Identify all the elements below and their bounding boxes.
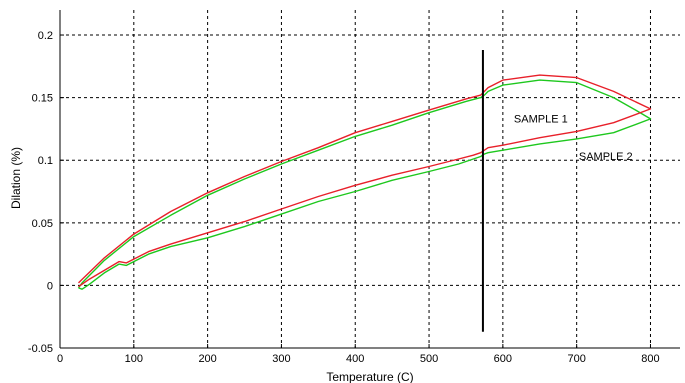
y-tick-label-1: 0: [47, 280, 53, 292]
axes-frame: [59, 10, 680, 349]
x-tick-label-5: 500: [420, 353, 438, 365]
y-tick-label-0: -0.05: [28, 343, 53, 355]
annotation-sample-1: SAMPLE 1: [514, 114, 568, 126]
x-tick-labels: 0 100 200 300 400 500 600 700 800: [57, 353, 660, 365]
series-lines: [77, 74, 652, 290]
x-tick-label-3: 300: [272, 353, 290, 365]
y-tick-label-2: 0.05: [32, 218, 53, 230]
x-tick-label-2: 200: [198, 353, 216, 365]
x-tick-label-1: 100: [125, 353, 143, 365]
x-axis-label: Temperature (C): [326, 370, 413, 383]
x-tick-label-4: 400: [346, 353, 364, 365]
y-tick-label-3: 0.1: [38, 155, 53, 167]
y-tick-label-4: 0.15: [32, 93, 53, 105]
annotation-sample-2: SAMPLE 2: [579, 151, 633, 163]
y-axis-label: Dilation (%): [9, 147, 23, 209]
y-tick-labels: -0.05 0 0.05 0.1 0.15 0.2: [28, 30, 53, 355]
series-line-sample-1: [78, 74, 652, 288]
series-line-sample-2: [77, 79, 652, 290]
plot-area: [60, 10, 680, 348]
x-tick-label-8: 800: [641, 353, 659, 365]
y-tick-label-5: 0.2: [38, 30, 53, 42]
x-tick-label-6: 600: [494, 353, 512, 365]
x-tick-label-7: 700: [567, 353, 585, 365]
x-tick-label-0: 0: [57, 353, 63, 365]
annotations: SAMPLE 1 SAMPLE 2: [514, 114, 633, 164]
